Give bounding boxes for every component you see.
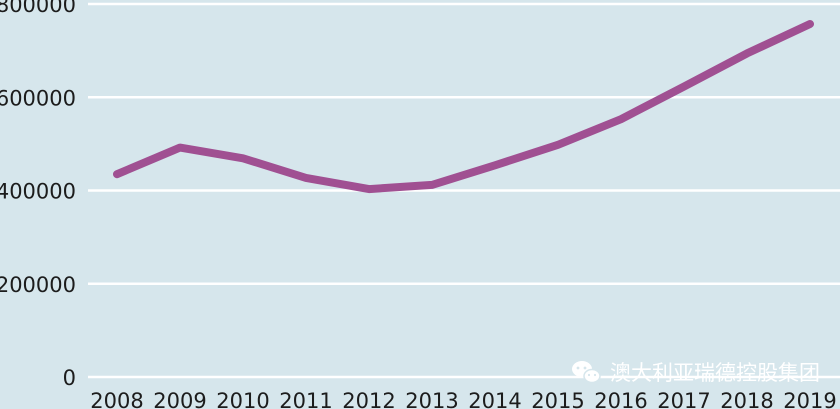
y-tick-label: 600000 — [0, 86, 76, 110]
y-tick-label: 400000 — [0, 180, 76, 204]
y-tick-label: 0 — [63, 366, 76, 390]
wechat-icon — [572, 361, 601, 384]
series-layer — [113, 20, 814, 194]
x-tick-label: 2018 — [720, 389, 773, 409]
y-tick-label: 200000 — [0, 273, 76, 297]
x-tick-label: 2012 — [342, 389, 395, 409]
x-tick-label: 2017 — [657, 389, 710, 409]
x-tick-label: 2015 — [531, 389, 584, 409]
y-tick-label: 800000 — [0, 0, 76, 17]
y-axis-ticks: 0 200000 400000 600000 800000 — [0, 0, 76, 390]
x-tick-label: 2010 — [216, 389, 269, 409]
x-tick-label: 2019 — [783, 389, 836, 409]
watermark: 澳大利亚瑞德控股集团 — [572, 361, 820, 385]
series-line — [113, 20, 814, 194]
x-tick-label: 2009 — [153, 389, 206, 409]
x-axis-ticks: 2008 2009 2010 2011 2012 2013 2014 2015 2016 2017… — [90, 389, 836, 409]
x-tick-label: 2011 — [279, 389, 332, 409]
x-tick-label: 2013 — [405, 389, 458, 409]
x-tick-label: 2016 — [594, 389, 647, 409]
watermark-text: 澳大利亚瑞德控股集团 — [610, 361, 820, 385]
x-tick-label: 2014 — [468, 389, 521, 409]
x-tick-label: 2008 — [90, 389, 143, 409]
gridlines — [88, 2, 840, 379]
